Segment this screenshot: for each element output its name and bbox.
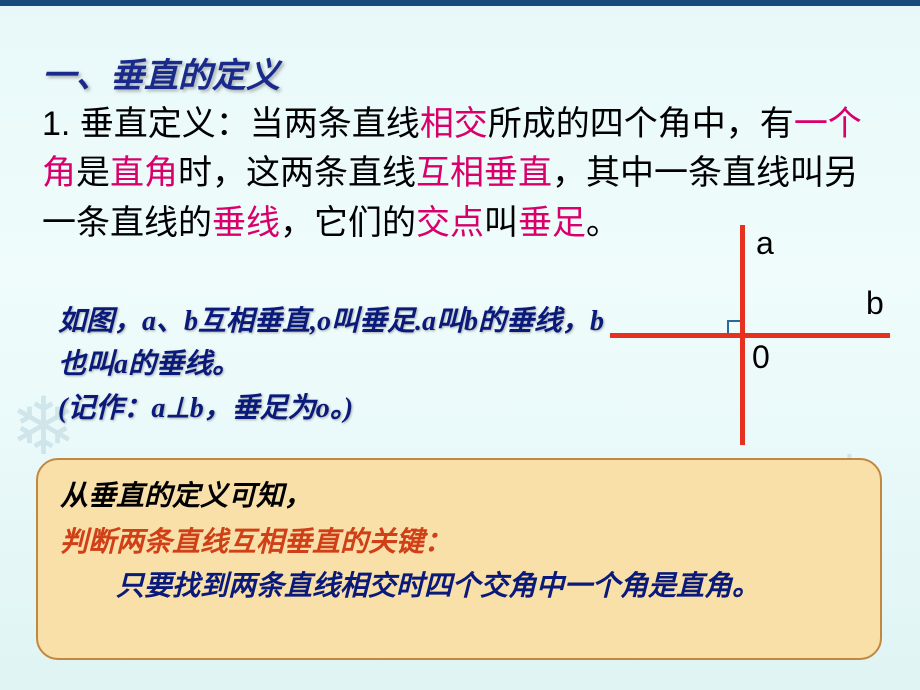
figure-description: 如图，a、b互相垂直,o叫垂足.a叫b的垂线，b也叫a的垂线。 (记作：a⊥b，…: [58, 300, 618, 430]
figure-line-1: 如图，a、b互相垂直,o叫垂足.a叫b的垂线，b也叫a的垂线。: [58, 300, 618, 387]
figure-line-2: (记作：a⊥b，垂足为o。): [58, 387, 618, 430]
highlighted-term: 互相垂直: [416, 154, 552, 192]
perpendicular-diagram: a b 0: [610, 225, 890, 445]
highlighted-term: 垂足: [518, 204, 586, 242]
horizontal-line: [610, 333, 890, 338]
section-heading: 一、垂直的定义: [42, 48, 280, 97]
highlighted-term: 垂线: [212, 204, 280, 242]
label-a: a: [756, 225, 774, 262]
definition-text-span: 所成的四个角中，有: [488, 105, 794, 143]
note-key: 判断两条直线互相垂直的关键：: [60, 520, 858, 560]
note-body: 只要找到两条直线相交时四个交角中一个角是直角。: [60, 566, 858, 608]
definition-text-span: 是: [76, 154, 110, 192]
definition-text-span: 叫: [484, 204, 518, 242]
highlighted-term: 相交: [420, 105, 488, 143]
definition-text-span: 时，这两条直线: [178, 154, 416, 192]
top-bar: [0, 0, 920, 6]
label-origin: 0: [752, 339, 770, 376]
highlighted-term: 直角: [110, 154, 178, 192]
right-angle-marker: [727, 320, 740, 333]
definition-text-span: ，它们的: [280, 204, 416, 242]
label-b: b: [866, 285, 884, 322]
definition-text-span: 1. 垂直定义：当两条直线: [42, 105, 420, 143]
highlighted-term: 交点: [416, 204, 484, 242]
key-point-box: 从垂直的定义可知， 判断两条直线互相垂直的关键： 只要找到两条直线相交时四个交角…: [36, 458, 882, 660]
note-intro: 从垂直的定义可知，: [60, 474, 858, 514]
